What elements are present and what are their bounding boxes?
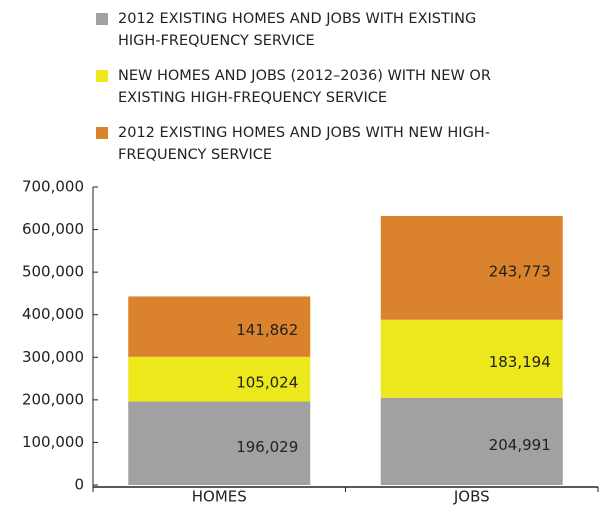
bar-segment (380, 215, 563, 320)
legend-swatch (96, 127, 108, 139)
legend-label: NEW HOMES AND JOBS (2012–2036) WITH NEW … (118, 68, 491, 106)
data-label: 105,024 (236, 374, 298, 392)
y-tick-label: 0 (74, 476, 84, 494)
y-tick-label: 700,000 (22, 178, 84, 196)
legend-label: 2012 EXISTING HOMES AND JOBS WITH NEW HI… (118, 125, 490, 163)
data-label: 183,194 (489, 353, 551, 371)
y-tick-label: 100,000 (22, 433, 84, 451)
legend-swatch (96, 13, 108, 25)
bar-segment (128, 296, 311, 357)
y-tick-label: 500,000 (22, 263, 84, 281)
data-label: 243,773 (489, 262, 551, 280)
y-tick-label: 400,000 (22, 305, 84, 323)
y-tick-label: 600,000 (22, 220, 84, 238)
y-tick-label: 300,000 (22, 348, 84, 366)
x-tick-label: JOBS (453, 488, 490, 506)
y-tick-label: 200,000 (22, 390, 84, 408)
bar-segment (128, 401, 311, 485)
legend-item: 2012 EXISTING HOMES AND JOBS WITH EXISTI… (96, 8, 516, 52)
bar-segment (128, 356, 311, 402)
legend-item: 2012 EXISTING HOMES AND JOBS WITH NEW HI… (96, 122, 516, 166)
legend-label: 2012 EXISTING HOMES AND JOBS WITH EXISTI… (118, 11, 477, 49)
data-label: 196,029 (236, 438, 298, 456)
legend: 2012 EXISTING HOMES AND JOBS WITH EXISTI… (96, 8, 516, 179)
data-label: 204,991 (489, 436, 551, 454)
bar-segment (380, 319, 563, 398)
bar-segment (380, 397, 563, 485)
data-label: 141,862 (236, 321, 298, 339)
legend-swatch (96, 70, 108, 82)
legend-item: NEW HOMES AND JOBS (2012–2036) WITH NEW … (96, 65, 516, 109)
x-tick-label: HOMES (192, 488, 247, 506)
